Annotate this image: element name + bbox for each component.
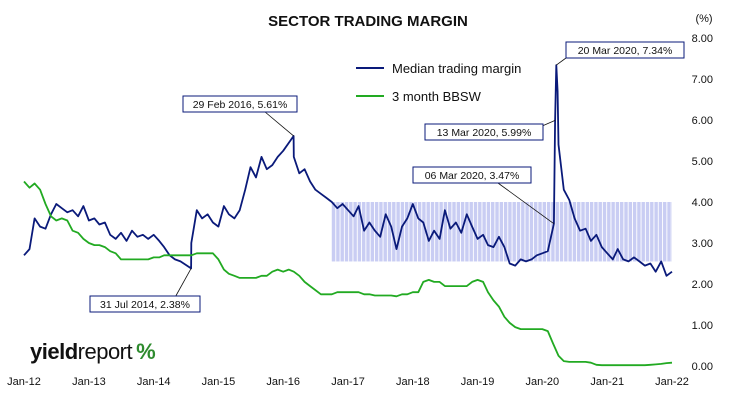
shaded-band	[331, 202, 672, 262]
annotation-box	[412, 166, 532, 184]
logo-word-report: report	[77, 339, 133, 364]
y-tick-label: 5.00	[692, 156, 713, 168]
y-tick-label: 8.00	[692, 33, 713, 45]
chart-title: SECTOR TRADING MARGIN	[268, 13, 468, 30]
annotation-leader	[497, 182, 555, 225]
bbsw-line	[23, 180, 673, 367]
y-axis-unit: (%)	[695, 13, 712, 25]
y-tick-label: 7.00	[692, 74, 713, 86]
annotations: 29 Feb 2016, 5.61% 31 Jul 2014, 2.38% 13 M…	[89, 41, 685, 313]
x-tick-label: Jan-22	[655, 376, 689, 388]
annotation-box	[565, 41, 685, 59]
median-trading-margin-line	[23, 64, 673, 277]
y-tick-label: 6.00	[692, 115, 713, 127]
annotation-box	[182, 95, 298, 113]
yieldreport-logo: yieldreport%	[30, 339, 156, 365]
x-tick-label: Jan-19	[461, 376, 495, 388]
x-tick-label: Jan-15	[202, 376, 236, 388]
y-axis: 0.00 1.00 2.00 3.00 4.00 5.00 6.00 7.00 8.00	[692, 33, 713, 373]
annotation-label: 13 Mar 2020, 5.99%	[437, 127, 532, 139]
x-tick-label: Jan-18	[396, 376, 430, 388]
series-lines	[23, 64, 673, 367]
annotation-leader	[175, 268, 192, 297]
annotation-leader	[556, 57, 567, 66]
legend-label: 3 month BBSW	[392, 89, 482, 104]
y-tick-label: 3.00	[692, 238, 713, 250]
x-tick-label: Jan-21	[590, 376, 624, 388]
annotation-label: 06 Mar 2020, 3.47%	[425, 170, 520, 182]
x-tick-label: Jan-20	[526, 376, 560, 388]
logo-percent-icon: %	[136, 339, 156, 364]
y-tick-label: 0.00	[692, 361, 713, 373]
x-tick-label: Jan-13	[72, 376, 106, 388]
x-tick-label: Jan-16	[266, 376, 300, 388]
legend-label: Median trading margin	[392, 61, 521, 76]
x-axis: Jan-12 Jan-13 Jan-14 Jan-15 Jan-16 Jan-17 Jan-…	[7, 376, 689, 388]
annotation-box	[424, 123, 544, 141]
y-tick-label: 4.00	[692, 197, 713, 209]
annotation-box	[89, 295, 201, 313]
y-tick-label: 1.00	[692, 320, 713, 332]
x-tick-label: Jan-14	[137, 376, 171, 388]
x-tick-label: Jan-12	[7, 376, 41, 388]
annotation-label: 29 Feb 2016, 5.61%	[193, 99, 288, 111]
annotation-label: 31 Jul 2014, 2.38%	[100, 299, 190, 311]
legend: Median trading margin 3 month BBSW	[356, 61, 521, 104]
x-tick-label: Jan-17	[331, 376, 365, 388]
logo-word-yield: yield	[30, 339, 78, 364]
annotation-leader	[264, 111, 294, 137]
annotation-label: 20 Mar 2020, 7.34%	[578, 45, 673, 57]
y-tick-label: 2.00	[692, 279, 713, 291]
